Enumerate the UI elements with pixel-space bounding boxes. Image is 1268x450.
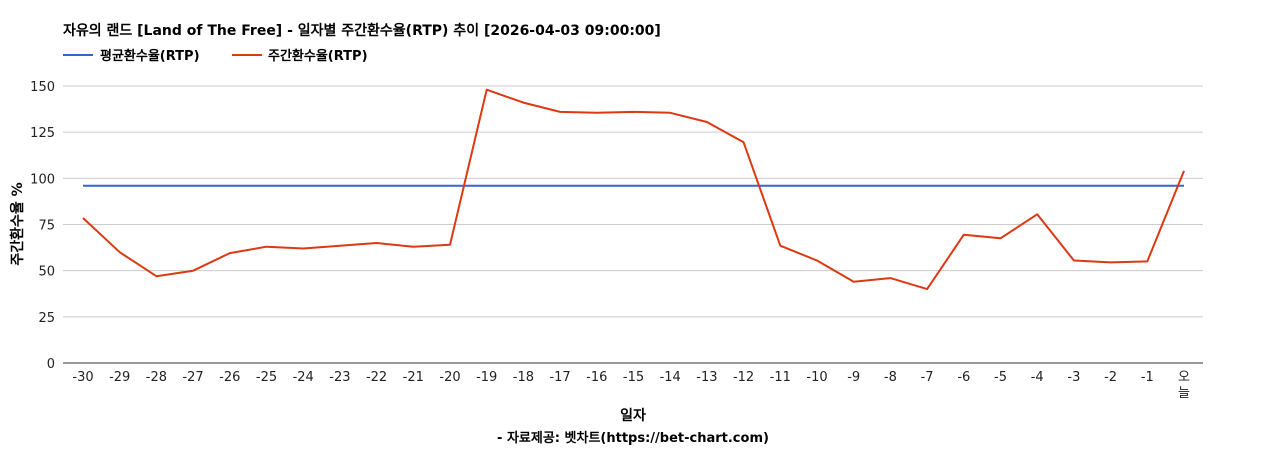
x-tick-label: -27 (182, 370, 203, 385)
x-tick-label: -10 (806, 370, 827, 385)
y-tick-label: 0 (47, 357, 55, 372)
x-tick-label: -11 (770, 370, 791, 385)
source-credit: - 자료제공: 벳차트(https://bet-chart.com) (497, 430, 769, 446)
y-tick-label: 100 (30, 172, 55, 187)
y-tick-label: 150 (30, 80, 55, 95)
series-lines (82, 88, 1185, 291)
x-tick-label: -12 (733, 370, 754, 385)
x-tick-label: -14 (660, 370, 681, 385)
y-tick-labels: 0 25 50 75 100 125 150 (30, 80, 55, 372)
x-tick-label: -30 (72, 370, 93, 385)
gridlines (63, 85, 1203, 364)
x-tick-label: -6 (957, 370, 970, 385)
x-tick-label: -3 (1067, 370, 1080, 385)
y-tick-label: 125 (30, 126, 55, 141)
y-tick-label: 25 (38, 311, 55, 326)
x-tick-label: -13 (696, 370, 717, 385)
x-tick-label: -26 (219, 370, 240, 385)
x-tick-label: -24 (293, 370, 314, 385)
x-tick-label: -20 (439, 370, 460, 385)
x-axis-title: 일자 (620, 408, 646, 424)
x-tick-label: -9 (847, 370, 860, 385)
x-tick-label: -16 (586, 370, 607, 385)
x-tick-label: -18 (513, 370, 534, 385)
x-tick-label: -7 (921, 370, 934, 385)
x-tick-label: -17 (549, 370, 570, 385)
series-line-weekly-rtp (82, 88, 1185, 291)
x-tick-label: -28 (146, 370, 167, 385)
x-tick-label: -23 (329, 370, 350, 385)
y-tick-label: 75 (38, 219, 55, 234)
x-tick-label: -1 (1141, 370, 1154, 385)
x-tick-label: -19 (476, 370, 497, 385)
x-tick-labels: -30 -29 -28 -27 -26 -25 -24 -23 -22 -21 -20 -19 -18-… (72, 370, 1190, 401)
x-tick-label: -21 (403, 370, 424, 385)
x-tick-label: -15 (623, 370, 644, 385)
legend: 평균환수율(RTP) 주간환수율(RTP) (63, 48, 368, 64)
x-tick-label: -25 (256, 370, 277, 385)
x-tick-label: -8 (884, 370, 897, 385)
y-tick-label: 50 (38, 265, 55, 280)
y-axis-title: 주간환수율 % (9, 182, 26, 265)
chart-title: 자유의 랜드 [Land of The Free] - 일자별 주간환수율(RT… (63, 22, 661, 39)
legend-label-average: 평균환수율(RTP) (100, 48, 200, 64)
x-tick-label: -4 (1031, 370, 1044, 385)
x-tick-label: -5 (994, 370, 1007, 385)
legend-label-weekly: 주간환수율(RTP) (268, 48, 368, 64)
x-tick-label: -2 (1104, 370, 1117, 385)
x-tick-label: -22 (366, 370, 387, 385)
x-tick-label: -29 (109, 370, 130, 385)
